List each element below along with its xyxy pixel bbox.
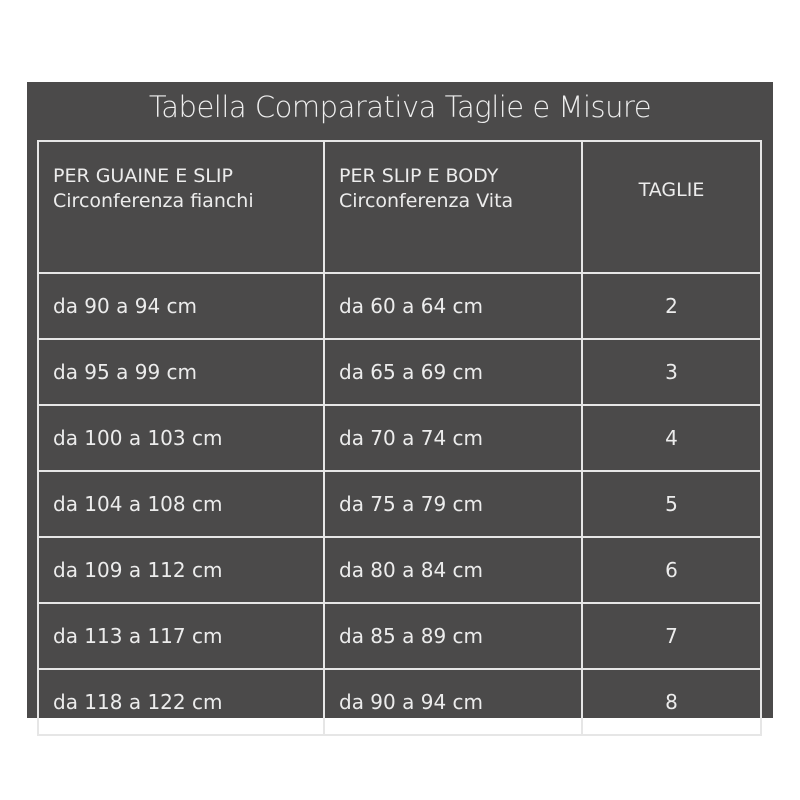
header-hips-title: PER GUAINE E SLIP <box>53 165 233 187</box>
hips-cell: da 95 a 99 cm <box>37 338 325 406</box>
header-waist: PER SLIP E BODY Circonferenza Vita <box>323 140 583 274</box>
size-cell: 8 <box>581 668 762 736</box>
size-cell: 3 <box>581 338 762 406</box>
waist-cell: da 75 a 79 cm <box>323 470 583 538</box>
hips-cell: da 113 a 117 cm <box>37 602 325 670</box>
waist-cell: da 85 a 89 cm <box>323 602 583 670</box>
waist-cell: da 65 a 69 cm <box>323 338 583 406</box>
table-row: da 90 a 94 cm da 60 a 64 cm 2 <box>37 272 762 340</box>
waist-cell: da 60 a 64 cm <box>323 272 583 340</box>
waist-cell: da 80 a 84 cm <box>323 536 583 604</box>
waist-cell: da 90 a 94 cm <box>323 668 583 736</box>
table-row: da 109 a 112 cm da 80 a 84 cm 6 <box>37 536 762 604</box>
table-row: da 100 a 103 cm da 70 a 74 cm 4 <box>37 404 762 472</box>
table-header-row: PER GUAINE E SLIP Circonferenza fianchi … <box>37 140 762 274</box>
header-waist-title: PER SLIP E BODY <box>339 165 499 187</box>
hips-cell: da 104 a 108 cm <box>37 470 325 538</box>
header-size-title: TAGLIE <box>638 179 705 201</box>
size-table: PER GUAINE E SLIP Circonferenza fianchi … <box>37 140 762 736</box>
table-row: da 118 a 122 cm da 90 a 94 cm 8 <box>37 668 762 736</box>
size-cell: 2 <box>581 272 762 340</box>
chart-title: Tabella Comparativa Taglie e Misure <box>148 90 652 124</box>
header-size: TAGLIE <box>581 140 762 274</box>
table-row: da 95 a 99 cm da 65 a 69 cm 3 <box>37 338 762 406</box>
hips-cell: da 109 a 112 cm <box>37 536 325 604</box>
header-waist-subtitle: Circonferenza Vita <box>339 190 514 212</box>
waist-cell: da 70 a 74 cm <box>323 404 583 472</box>
size-chart-panel: Tabella Comparativa Taglie e Misure PER … <box>27 82 773 736</box>
table-row: da 113 a 117 cm da 85 a 89 cm 7 <box>37 602 762 670</box>
size-cell: 5 <box>581 470 762 538</box>
size-cell: 6 <box>581 536 762 604</box>
table-row: da 104 a 108 cm da 75 a 79 cm 5 <box>37 470 762 538</box>
size-cell: 4 <box>581 404 762 472</box>
header-hips-subtitle: Circonferenza fianchi <box>53 190 254 212</box>
size-cell: 7 <box>581 602 762 670</box>
header-hips: PER GUAINE E SLIP Circonferenza fianchi <box>37 140 325 274</box>
hips-cell: da 100 a 103 cm <box>37 404 325 472</box>
hips-cell: da 90 a 94 cm <box>37 272 325 340</box>
hips-cell: da 118 a 122 cm <box>37 668 325 736</box>
